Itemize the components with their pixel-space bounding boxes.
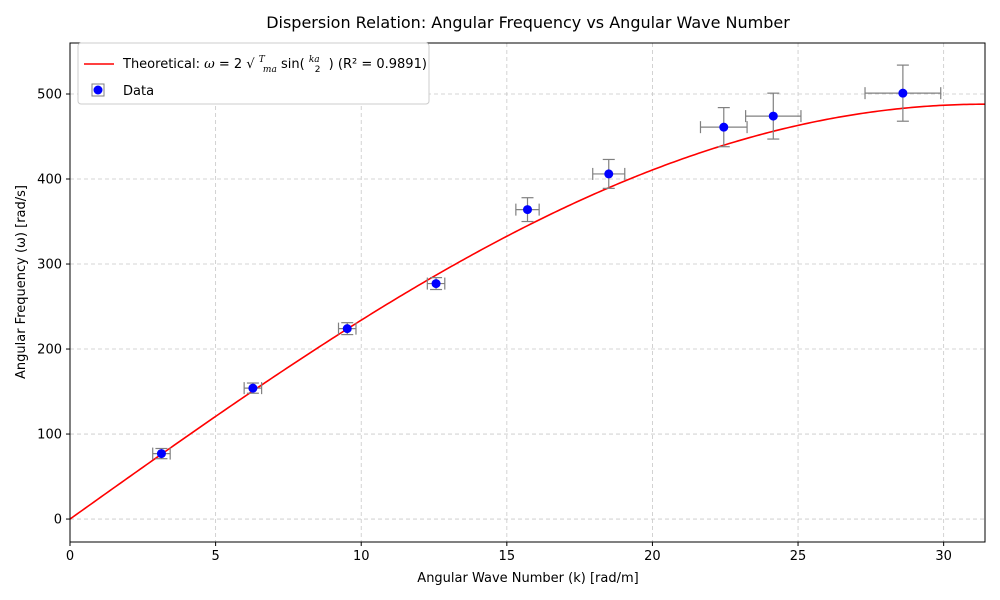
data-marker	[604, 169, 614, 179]
legend-data-label: Data	[123, 84, 154, 99]
data-marker	[768, 111, 778, 121]
curve-layer	[69, 103, 985, 520]
y-tick-label: 0	[54, 513, 62, 528]
data-point	[337, 322, 357, 336]
data-marker	[248, 383, 258, 393]
theoretical-curve	[69, 103, 985, 520]
x-tick-label: 10	[353, 549, 370, 564]
y-tick-label: 400	[37, 173, 62, 188]
legend-line-suffix: (R² = 0.9891)	[338, 57, 427, 72]
data-point	[699, 107, 748, 148]
y-tick-label: 200	[37, 343, 62, 358]
x-tick-label: 0	[66, 549, 74, 564]
x-tick-label: 25	[790, 549, 807, 564]
x-tick-label: 15	[499, 549, 516, 564]
data-point	[515, 197, 540, 223]
data-point	[152, 447, 171, 460]
legend-formula-ma: ma	[263, 65, 277, 75]
legend-line-label: Theoretical: ω = 2 √ T ma sin( ka 2 ) (R…	[122, 51, 427, 76]
legend-formula-equals: = 2	[219, 57, 242, 72]
x-tick-label: 30	[935, 549, 952, 564]
legend-formula-ka: ka	[309, 55, 320, 65]
x-axis-ticks: 0 5 10 15 20 25 30	[66, 542, 952, 564]
data-point	[426, 277, 446, 291]
x-tick-label: 5	[211, 549, 219, 564]
legend-formula-sin: sin(	[281, 57, 305, 72]
y-tick-label: 500	[37, 88, 62, 103]
plot-frame	[69, 42, 986, 543]
data-marker	[431, 279, 441, 289]
data-marker	[523, 205, 532, 215]
legend-box	[77, 42, 430, 105]
grid	[69, 43, 985, 542]
legend-formula-sqrt: √	[246, 57, 255, 72]
y-tick-label: 100	[37, 428, 62, 443]
x-axis-label: Angular Wave Number (k) [rad/m]	[417, 571, 638, 586]
data-point	[745, 92, 802, 140]
data-marker	[719, 122, 729, 132]
data-marker	[156, 449, 166, 459]
data-point	[864, 64, 942, 122]
legend-formula-omega: ω	[204, 57, 215, 72]
y-axis-label: Angular Frequency (ω) [rad/s]	[14, 185, 29, 379]
legend-line-prefix: Theoretical:	[122, 57, 204, 72]
legend: Theoretical: ω = 2 √ T ma sin( ka 2 ) (R…	[77, 42, 430, 105]
data-point	[243, 382, 263, 395]
legend-formula-two: 2	[315, 65, 321, 75]
data-point	[592, 158, 626, 189]
y-tick-label: 300	[37, 258, 62, 273]
y-axis-ticks: 0 100 200 300 400 500	[37, 88, 70, 528]
legend-data-swatch-marker	[93, 85, 103, 95]
chart-title: Dispersion Relation: Angular Frequency v…	[266, 13, 790, 32]
data-marker	[342, 324, 352, 334]
data-points	[152, 64, 942, 460]
legend-formula-t: T	[259, 55, 266, 65]
x-tick-label: 20	[644, 549, 661, 564]
legend-data-swatch-box	[91, 83, 105, 97]
data-marker	[898, 88, 908, 98]
legend-formula-close: )	[329, 57, 334, 72]
